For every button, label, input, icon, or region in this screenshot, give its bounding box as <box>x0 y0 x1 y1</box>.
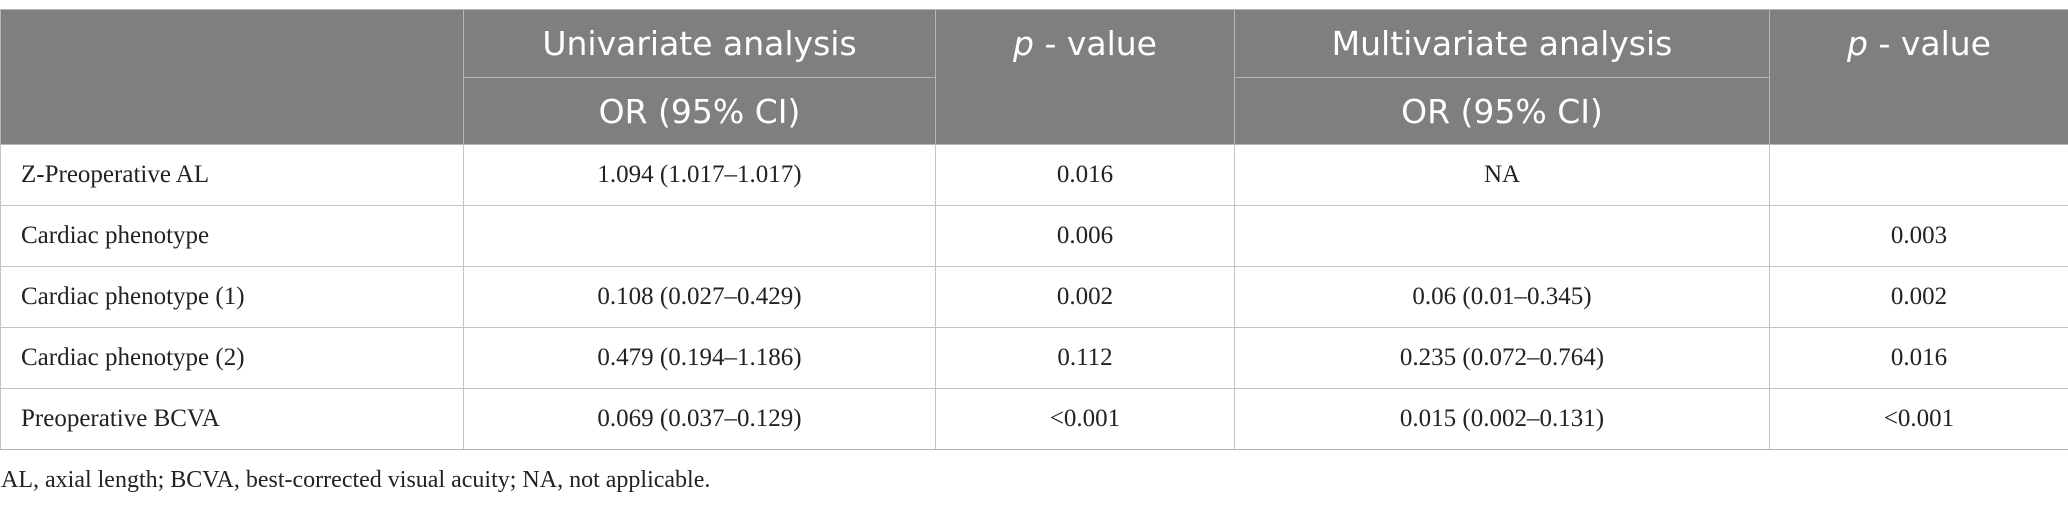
multivariate-or-cell: NA <box>1234 144 1770 206</box>
p-symbol: p <box>1847 24 1868 63</box>
multivariate-p-cell: 0.016 <box>1769 327 2068 389</box>
univariate-p-cell: 0.006 <box>935 205 1235 267</box>
table-row: Cardiac phenotype (1) 0.108 (0.027–0.429… <box>0 266 2068 328</box>
univariate-or-cell <box>463 205 936 267</box>
table-row: Z-Preoperative AL 1.094 (1.017–1.017) 0.… <box>0 144 2068 206</box>
row-label: Cardiac phenotype <box>0 205 464 267</box>
multivariate-or-cell <box>1234 205 1770 267</box>
multivariate-or-cell: 0.06 (0.01–0.345) <box>1234 266 1770 328</box>
univariate-or-cell: 0.479 (0.194–1.186) <box>463 327 936 389</box>
multivariate-p-cell: <0.001 <box>1769 388 2068 450</box>
univariate-p-cell: 0.002 <box>935 266 1235 328</box>
row-label: Preoperative BCVA <box>0 388 464 450</box>
multivariate-p-cell: 0.002 <box>1769 266 2068 328</box>
univariate-p-cell: 0.016 <box>935 144 1235 206</box>
table-footnote: AL, axial length; BCVA, best-corrected v… <box>1 467 711 493</box>
table-row: Preoperative BCVA 0.069 (0.037–0.129) <0… <box>0 388 2068 450</box>
header-multivariate-or: OR (95% CI) <box>1234 77 1770 145</box>
univariate-p-cell: 0.112 <box>935 327 1235 389</box>
multivariate-or-cell: 0.235 (0.072–0.764) <box>1234 327 1770 389</box>
p-value-text: - value <box>1878 24 1991 63</box>
results-table: Univariate analysis p - value Multivaria… <box>0 9 2068 450</box>
header-empty-cell <box>0 9 464 145</box>
p-value-text: - value <box>1044 24 1157 63</box>
header-multivariate: Multivariate analysis <box>1234 9 1770 78</box>
header-multivariate-p-value: p - value <box>1769 9 2068 145</box>
univariate-or-cell: 0.069 (0.037–0.129) <box>463 388 936 450</box>
p-symbol: p <box>1013 24 1034 63</box>
row-label: Z-Preoperative AL <box>0 144 464 206</box>
row-label: Cardiac phenotype (1) <box>0 266 464 328</box>
table-row: Cardiac phenotype (2) 0.479 (0.194–1.186… <box>0 327 2068 389</box>
univariate-p-cell: <0.001 <box>935 388 1235 450</box>
row-label: Cardiac phenotype (2) <box>0 327 464 389</box>
header-univariate-or: OR (95% CI) <box>463 77 936 145</box>
table-body: Z-Preoperative AL 1.094 (1.017–1.017) 0.… <box>0 144 2068 450</box>
header-univariate: Univariate analysis <box>463 9 936 78</box>
univariate-or-cell: 1.094 (1.017–1.017) <box>463 144 936 206</box>
header-univariate-p-value: p - value <box>935 9 1235 145</box>
multivariate-p-cell: 0.003 <box>1769 205 2068 267</box>
table-row: Cardiac phenotype 0.006 0.003 <box>0 205 2068 267</box>
table-header: Univariate analysis p - value Multivaria… <box>0 9 2068 145</box>
multivariate-p-cell <box>1769 144 2068 206</box>
univariate-or-cell: 0.108 (0.027–0.429) <box>463 266 936 328</box>
multivariate-or-cell: 0.015 (0.002–0.131) <box>1234 388 1770 450</box>
